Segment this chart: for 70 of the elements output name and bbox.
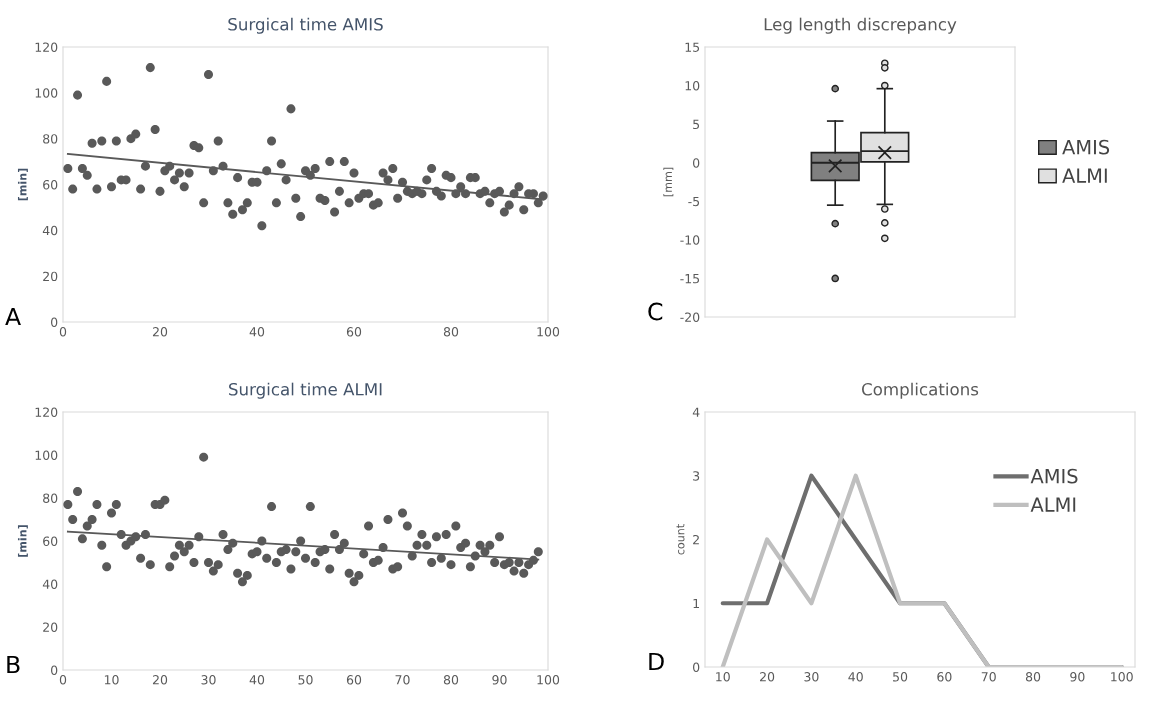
legend-label: AMIS xyxy=(1062,139,1110,155)
y-tick-label: 100 xyxy=(35,88,58,98)
y-tick-label: 60 xyxy=(43,179,58,190)
y-tick-label: 20 xyxy=(43,271,58,282)
x-tick-label: 20 xyxy=(152,675,168,685)
x-tick-label: 10 xyxy=(716,672,730,682)
x-tick-label: 20 xyxy=(760,672,775,682)
y-tick-label: 100 xyxy=(35,450,58,460)
x-tick-label: 100 xyxy=(537,327,560,337)
y-tick-label: 80 xyxy=(43,493,58,503)
legend-label: ALMI xyxy=(1030,497,1076,512)
x-tick-label: 40 xyxy=(249,327,265,337)
x-tick-label: 0 xyxy=(59,675,67,685)
x-tick-label: 30 xyxy=(804,672,819,682)
text: B xyxy=(7,655,20,674)
y-tick-label: 1 xyxy=(693,598,699,608)
y-tick-label: 0 xyxy=(693,158,700,168)
y-axis-title: [min] xyxy=(17,168,28,201)
x-tick-label: 50 xyxy=(893,672,908,682)
y-tick-label: 2 xyxy=(693,534,699,545)
x-tick-label: 0 xyxy=(59,327,67,337)
legend-label: ALMI xyxy=(1062,168,1107,183)
x-tick-label: 90 xyxy=(1070,672,1085,682)
y-tick-label: 4 xyxy=(692,407,700,417)
x-tick-label: 50 xyxy=(298,675,313,685)
y-tick-label: 5 xyxy=(693,119,700,130)
chart-title: Complications xyxy=(861,382,979,399)
y-tick-label: -10 xyxy=(680,235,700,245)
x-tick-label: 60 xyxy=(937,672,952,682)
y-tick-label: 0 xyxy=(693,662,700,672)
x-tick-label: 100 xyxy=(537,675,560,685)
y-axis-title: [min] xyxy=(17,525,28,557)
y-tick-label: 120 xyxy=(35,42,58,52)
x-tick-label: 40 xyxy=(848,672,863,682)
x-tick-label: 80 xyxy=(1025,672,1041,682)
x-tick-label: 20 xyxy=(152,327,168,337)
y-tick-label: 120 xyxy=(35,407,58,417)
text: A xyxy=(5,307,21,326)
y-tick-label: 3 xyxy=(693,471,700,481)
y-tick-label: 15 xyxy=(685,42,700,52)
y-tick-label: 60 xyxy=(43,536,58,546)
x-tick-label: 40 xyxy=(249,675,265,685)
text: D xyxy=(649,652,664,671)
x-tick-label: 100 xyxy=(1111,672,1133,682)
y-tick-label: -20 xyxy=(680,312,700,322)
x-tick-label: 70 xyxy=(395,675,410,685)
x-tick-label: 30 xyxy=(201,675,216,685)
chart-title: Leg length discrepancy xyxy=(764,17,957,34)
y-tick-label: 40 xyxy=(42,579,58,589)
legend-label: AMIS xyxy=(1030,468,1078,484)
y-tick-label: 10 xyxy=(685,81,700,91)
x-tick-label: 80 xyxy=(443,675,459,685)
x-tick-label: 80 xyxy=(443,327,459,337)
y-tick-label: 40 xyxy=(42,225,58,236)
y-tick-label: 80 xyxy=(43,134,58,144)
y-tick-label: 0 xyxy=(51,317,58,327)
x-tick-label: 10 xyxy=(104,675,119,685)
y-axis-title: count xyxy=(676,524,685,555)
chart-title: Surgical time ALMI xyxy=(229,382,382,399)
y-tick-label: -5 xyxy=(688,196,700,207)
chart-title: Surgical time AMIS xyxy=(228,17,383,34)
y-tick-label: 20 xyxy=(43,622,58,632)
y-tick-label: -15 xyxy=(680,274,700,284)
x-tick-label: 60 xyxy=(346,675,362,685)
y-tick-label: 0 xyxy=(51,665,58,675)
x-tick-label: 90 xyxy=(492,675,507,685)
x-tick-label: 60 xyxy=(346,327,362,337)
text: C xyxy=(648,302,663,321)
x-tick-label: 70 xyxy=(981,672,996,682)
y-axis-title: [mm] xyxy=(663,167,674,197)
